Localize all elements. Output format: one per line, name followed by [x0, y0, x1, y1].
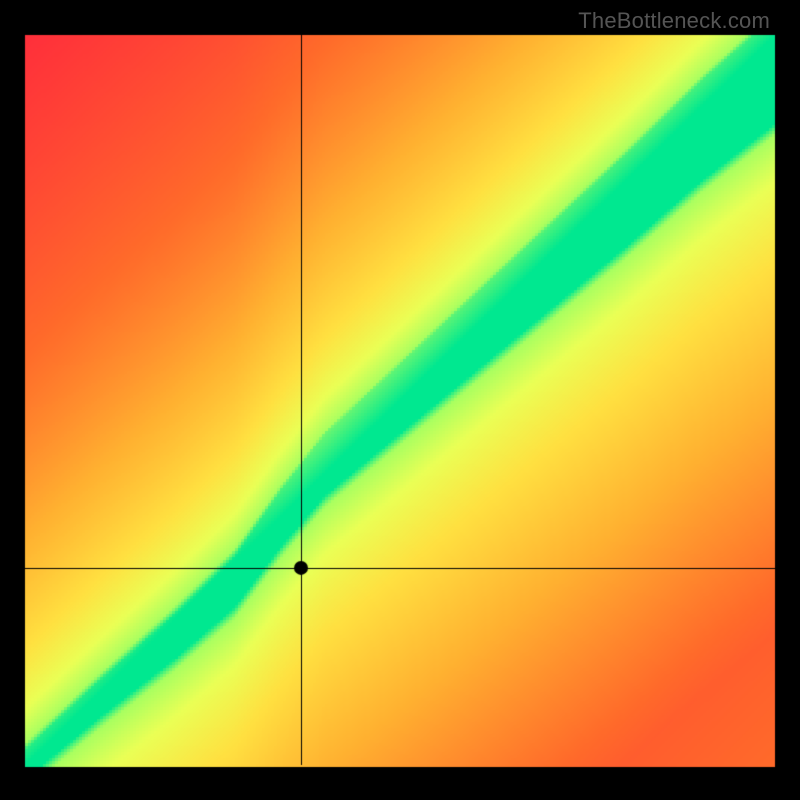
bottleneck-heatmap — [0, 0, 800, 800]
chart-container: TheBottleneck.com — [0, 0, 800, 800]
watermark-text: TheBottleneck.com — [578, 8, 770, 34]
